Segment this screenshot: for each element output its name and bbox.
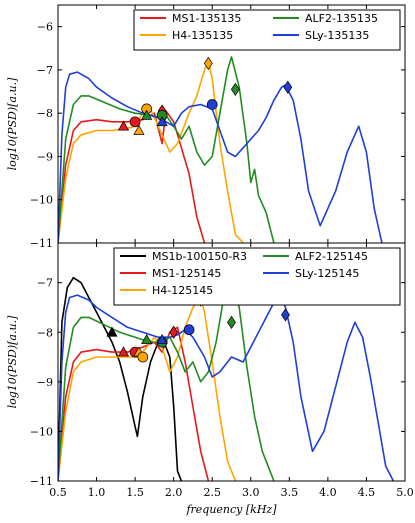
y-tick-label: −8 [37,326,53,339]
series-line-h4-135135 [58,60,244,243]
marker-diamond-h4-135135 [203,56,213,71]
series-line-sly-125145 [58,294,395,481]
top-panel: −6 −7 −8 −9 −10 −11 log10(PSD)[a.u.] MS1-135135… [6,4,406,250]
legend-label: MS1-135135 [172,12,241,25]
plot-area [58,276,395,481]
x-tick-label: 3.0 [242,486,260,499]
marker-triangle-h4-135135 [133,124,145,135]
legend-label: ALF2-135135 [305,12,378,25]
x-tick-label: 1.5 [126,486,144,499]
marker-triangle-ms1b-100150-r3 [106,326,118,337]
legend-label: H4-125145 [152,284,213,297]
y-tick-label: −9 [37,376,53,389]
series-line-sly-135135 [58,71,383,243]
x-tick-label: 2.5 [203,486,221,499]
y-tick-label: −6 [37,21,53,34]
legend-box [113,247,401,306]
x-tick-label: 2.0 [165,486,183,499]
x-tick-label: 4.0 [319,486,337,499]
marker-circle-ms1-135135 [129,116,141,128]
bottom-panel: −7 −8 −9 −10 −110.5 1.0 1.5 2.0 2.5 3.0 3.5 4.0 4.5 5… [6,242,414,516]
marker-diamond-alf2-125145 [227,315,236,329]
axes-frame [57,242,406,482]
legend: MS1b-100150-R3 ALF2-125145 MS1-125145 SLy-1… [113,247,401,306]
y-tick-label: −11 [30,237,53,250]
marker-diamond-sly-135135 [283,80,293,94]
legend-label: MS1b-100150-R3 [152,250,247,263]
series-line-alf2-135135 [58,56,275,243]
y-tick-label: −7 [37,277,53,290]
series-line-alf2-125145 [58,276,275,481]
legend-label: SLy-135135 [305,29,369,42]
x-tick-label: 3.5 [281,486,299,499]
marker-diamond-ms1-125145 [169,325,179,339]
plot-area [58,56,383,243]
y-tick-label: −11 [30,475,53,488]
marker-diamond-alf2-135135 [230,82,240,97]
y-axis-label: log10(PSD)[a.u.] [6,77,19,170]
x-tick-label: 0.5 [49,486,67,499]
legend: MS1-135135 ALF2-135135 H4-135135 SLy-135135 [133,9,401,51]
y-axis-label: log10(PSD)[a.u.] [6,315,19,408]
y-tick-label: −10 [30,425,53,438]
x-axis-label: frequency [kHz] [185,503,277,516]
legend-label: H4-135135 [172,29,233,42]
marker-triangle-alf2-125145 [141,333,153,345]
legend-label: ALF2-125145 [295,250,368,263]
marker-diamond-sly-125145 [281,308,290,322]
x-tick-label: 5.0 [396,486,414,499]
y-tick-label: −7 [37,64,53,77]
marker-triangle-ms1-125145 [117,346,130,357]
legend-box [133,9,401,51]
y-tick-label: −10 [30,194,53,207]
legend-label: MS1-125145 [152,267,221,280]
marker-triangle-sly-125145 [156,333,168,345]
marker-triangle-ms1-135135 [117,120,130,131]
y-tick-label: −9 [37,150,53,163]
x-tick-label: 1.0 [88,486,106,499]
marker-circle-sly-135135 [206,99,218,110]
series-line-h4-125145 [58,296,237,481]
legend-label: SLy-125145 [295,267,359,280]
y-tick-label: −8 [37,107,53,120]
series-line-ms1b-100150-r3 [58,276,183,481]
x-tick-label: 4.5 [358,486,376,499]
marker-triangle-alf2-135135 [141,109,153,120]
marker-circle-h4-125145 [137,351,149,363]
marker-triangle-sly-135135 [156,116,168,127]
marker-circle-sly-125145 [183,324,195,336]
